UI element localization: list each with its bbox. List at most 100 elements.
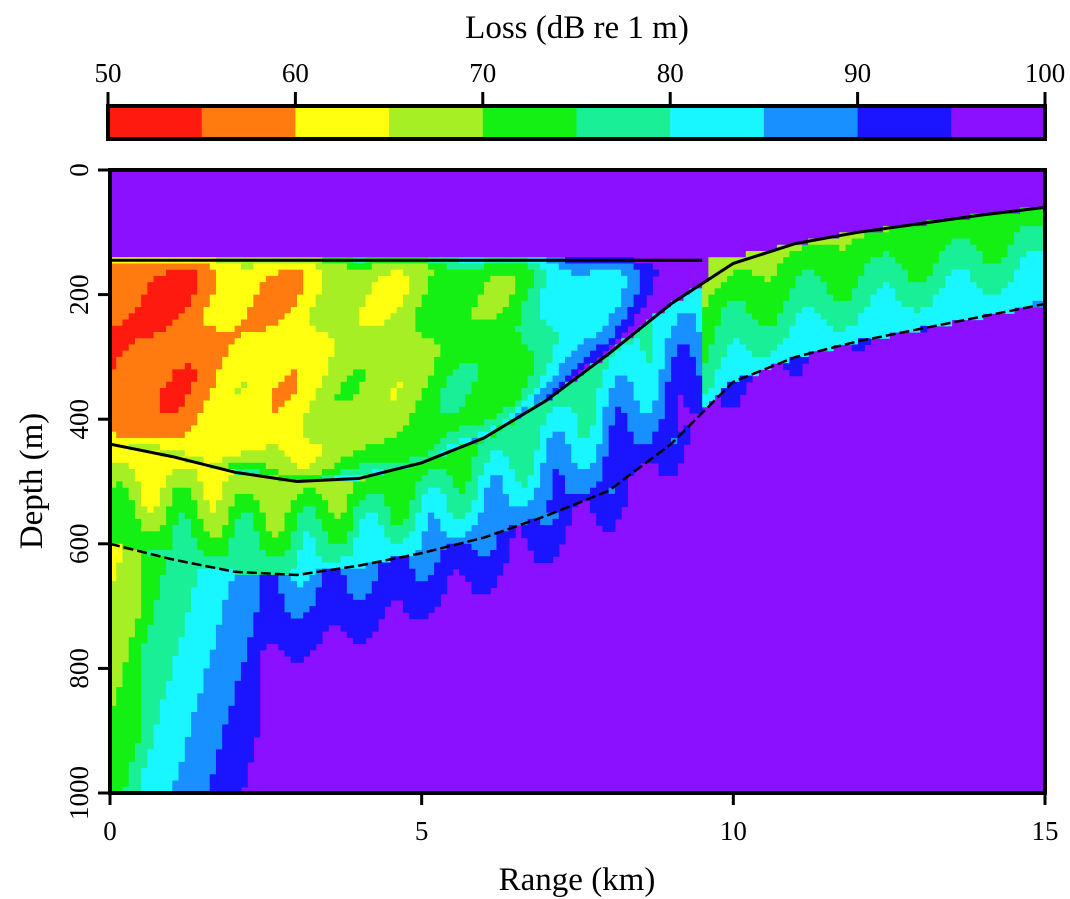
loss-cell xyxy=(371,462,379,470)
loss-cell xyxy=(396,431,404,464)
loss-cell xyxy=(714,288,722,327)
loss-cell xyxy=(191,587,198,713)
loss-cell xyxy=(552,518,560,557)
loss-cell xyxy=(384,263,392,277)
loss-cell xyxy=(359,462,367,476)
loss-cell xyxy=(851,325,859,346)
loss-cell xyxy=(477,437,485,445)
loss-cell xyxy=(508,506,516,526)
loss-cell xyxy=(421,531,429,582)
loss-cell xyxy=(172,469,180,489)
loss-cell xyxy=(390,462,398,470)
loss-cell xyxy=(340,574,348,632)
loss-cell xyxy=(378,275,385,327)
loss-cell xyxy=(589,263,597,271)
loss-cell xyxy=(633,400,641,445)
loss-cell xyxy=(278,481,286,532)
loss-cell xyxy=(421,493,429,532)
loss-cell xyxy=(727,275,734,302)
loss-cell xyxy=(945,244,953,277)
loss-cell xyxy=(427,512,435,576)
loss-cell xyxy=(571,263,579,277)
loss-cell xyxy=(147,512,155,532)
loss-cell xyxy=(321,375,329,470)
loss-cell xyxy=(639,412,647,445)
loss-cell xyxy=(184,469,192,489)
loss-cell xyxy=(571,275,579,352)
loss-cell xyxy=(247,469,254,476)
loss-cell xyxy=(1038,250,1045,302)
loss-cell xyxy=(166,437,173,451)
loss-cell xyxy=(228,344,236,458)
loss-cell xyxy=(633,338,641,402)
loss-cell xyxy=(465,543,473,582)
loss-cell xyxy=(353,369,360,395)
loss-cell xyxy=(889,226,896,258)
loss-cell xyxy=(1026,207,1034,227)
loss-cell xyxy=(421,388,429,458)
loss-cell xyxy=(365,325,373,445)
loss-cell xyxy=(234,462,242,470)
loss-cell xyxy=(415,400,423,458)
loss-cell xyxy=(215,263,223,333)
loss-cell xyxy=(421,475,429,495)
loss-cell xyxy=(452,431,460,445)
plot-area xyxy=(108,168,1047,795)
loss-cell xyxy=(365,512,373,564)
loss-cell xyxy=(203,263,211,308)
loss-cell xyxy=(415,550,423,582)
loss-cell xyxy=(440,412,448,439)
loss-cell xyxy=(253,612,261,738)
loss-cell xyxy=(222,724,230,793)
loss-cell xyxy=(197,518,205,551)
loss-cell xyxy=(178,437,186,451)
loss-cell xyxy=(278,556,286,576)
loss-cell xyxy=(315,269,323,296)
loss-cell xyxy=(116,325,124,358)
loss-cell xyxy=(116,437,124,464)
loss-cell xyxy=(365,257,373,271)
loss-cell xyxy=(895,226,903,265)
loss-cell xyxy=(178,637,186,763)
loss-cell xyxy=(240,475,248,495)
loss-cell xyxy=(858,238,865,277)
loss-cell xyxy=(309,307,317,327)
loss-cell xyxy=(683,344,691,408)
loss-cell xyxy=(178,450,186,458)
loss-cell xyxy=(290,475,298,483)
colorbar-swatch-7 xyxy=(763,106,859,139)
loss-cell xyxy=(589,363,597,427)
loss-cell xyxy=(203,556,211,570)
loss-cell xyxy=(321,531,329,564)
loss-cell xyxy=(434,456,441,470)
loss-cell xyxy=(577,437,585,470)
loss-cell xyxy=(608,338,616,346)
loss-cell xyxy=(515,331,522,402)
loss-cell xyxy=(110,462,117,489)
loss-cell xyxy=(415,331,423,402)
loss-cell xyxy=(764,356,772,370)
loss-cell xyxy=(346,469,354,476)
loss-cell xyxy=(502,406,510,420)
loss-cell xyxy=(820,319,828,352)
loss-cell xyxy=(309,462,317,476)
loss-cell xyxy=(627,381,635,433)
loss-cell xyxy=(184,736,192,793)
loss-cell xyxy=(789,288,797,327)
loss-cell xyxy=(452,412,460,433)
loss-cell xyxy=(141,643,148,769)
loss-cell xyxy=(434,356,441,445)
loss-cell xyxy=(515,400,522,408)
loss-cell xyxy=(359,450,367,464)
loss-cell xyxy=(920,307,928,327)
loss-cell xyxy=(502,275,510,308)
loss-cell xyxy=(851,232,859,240)
loss-cell xyxy=(633,444,641,470)
loss-cell xyxy=(259,550,267,576)
loss-cell xyxy=(963,238,971,271)
loss-cell xyxy=(446,257,454,271)
loss-cell xyxy=(303,612,311,657)
loss-cell xyxy=(440,493,448,532)
loss-cell xyxy=(346,593,354,638)
